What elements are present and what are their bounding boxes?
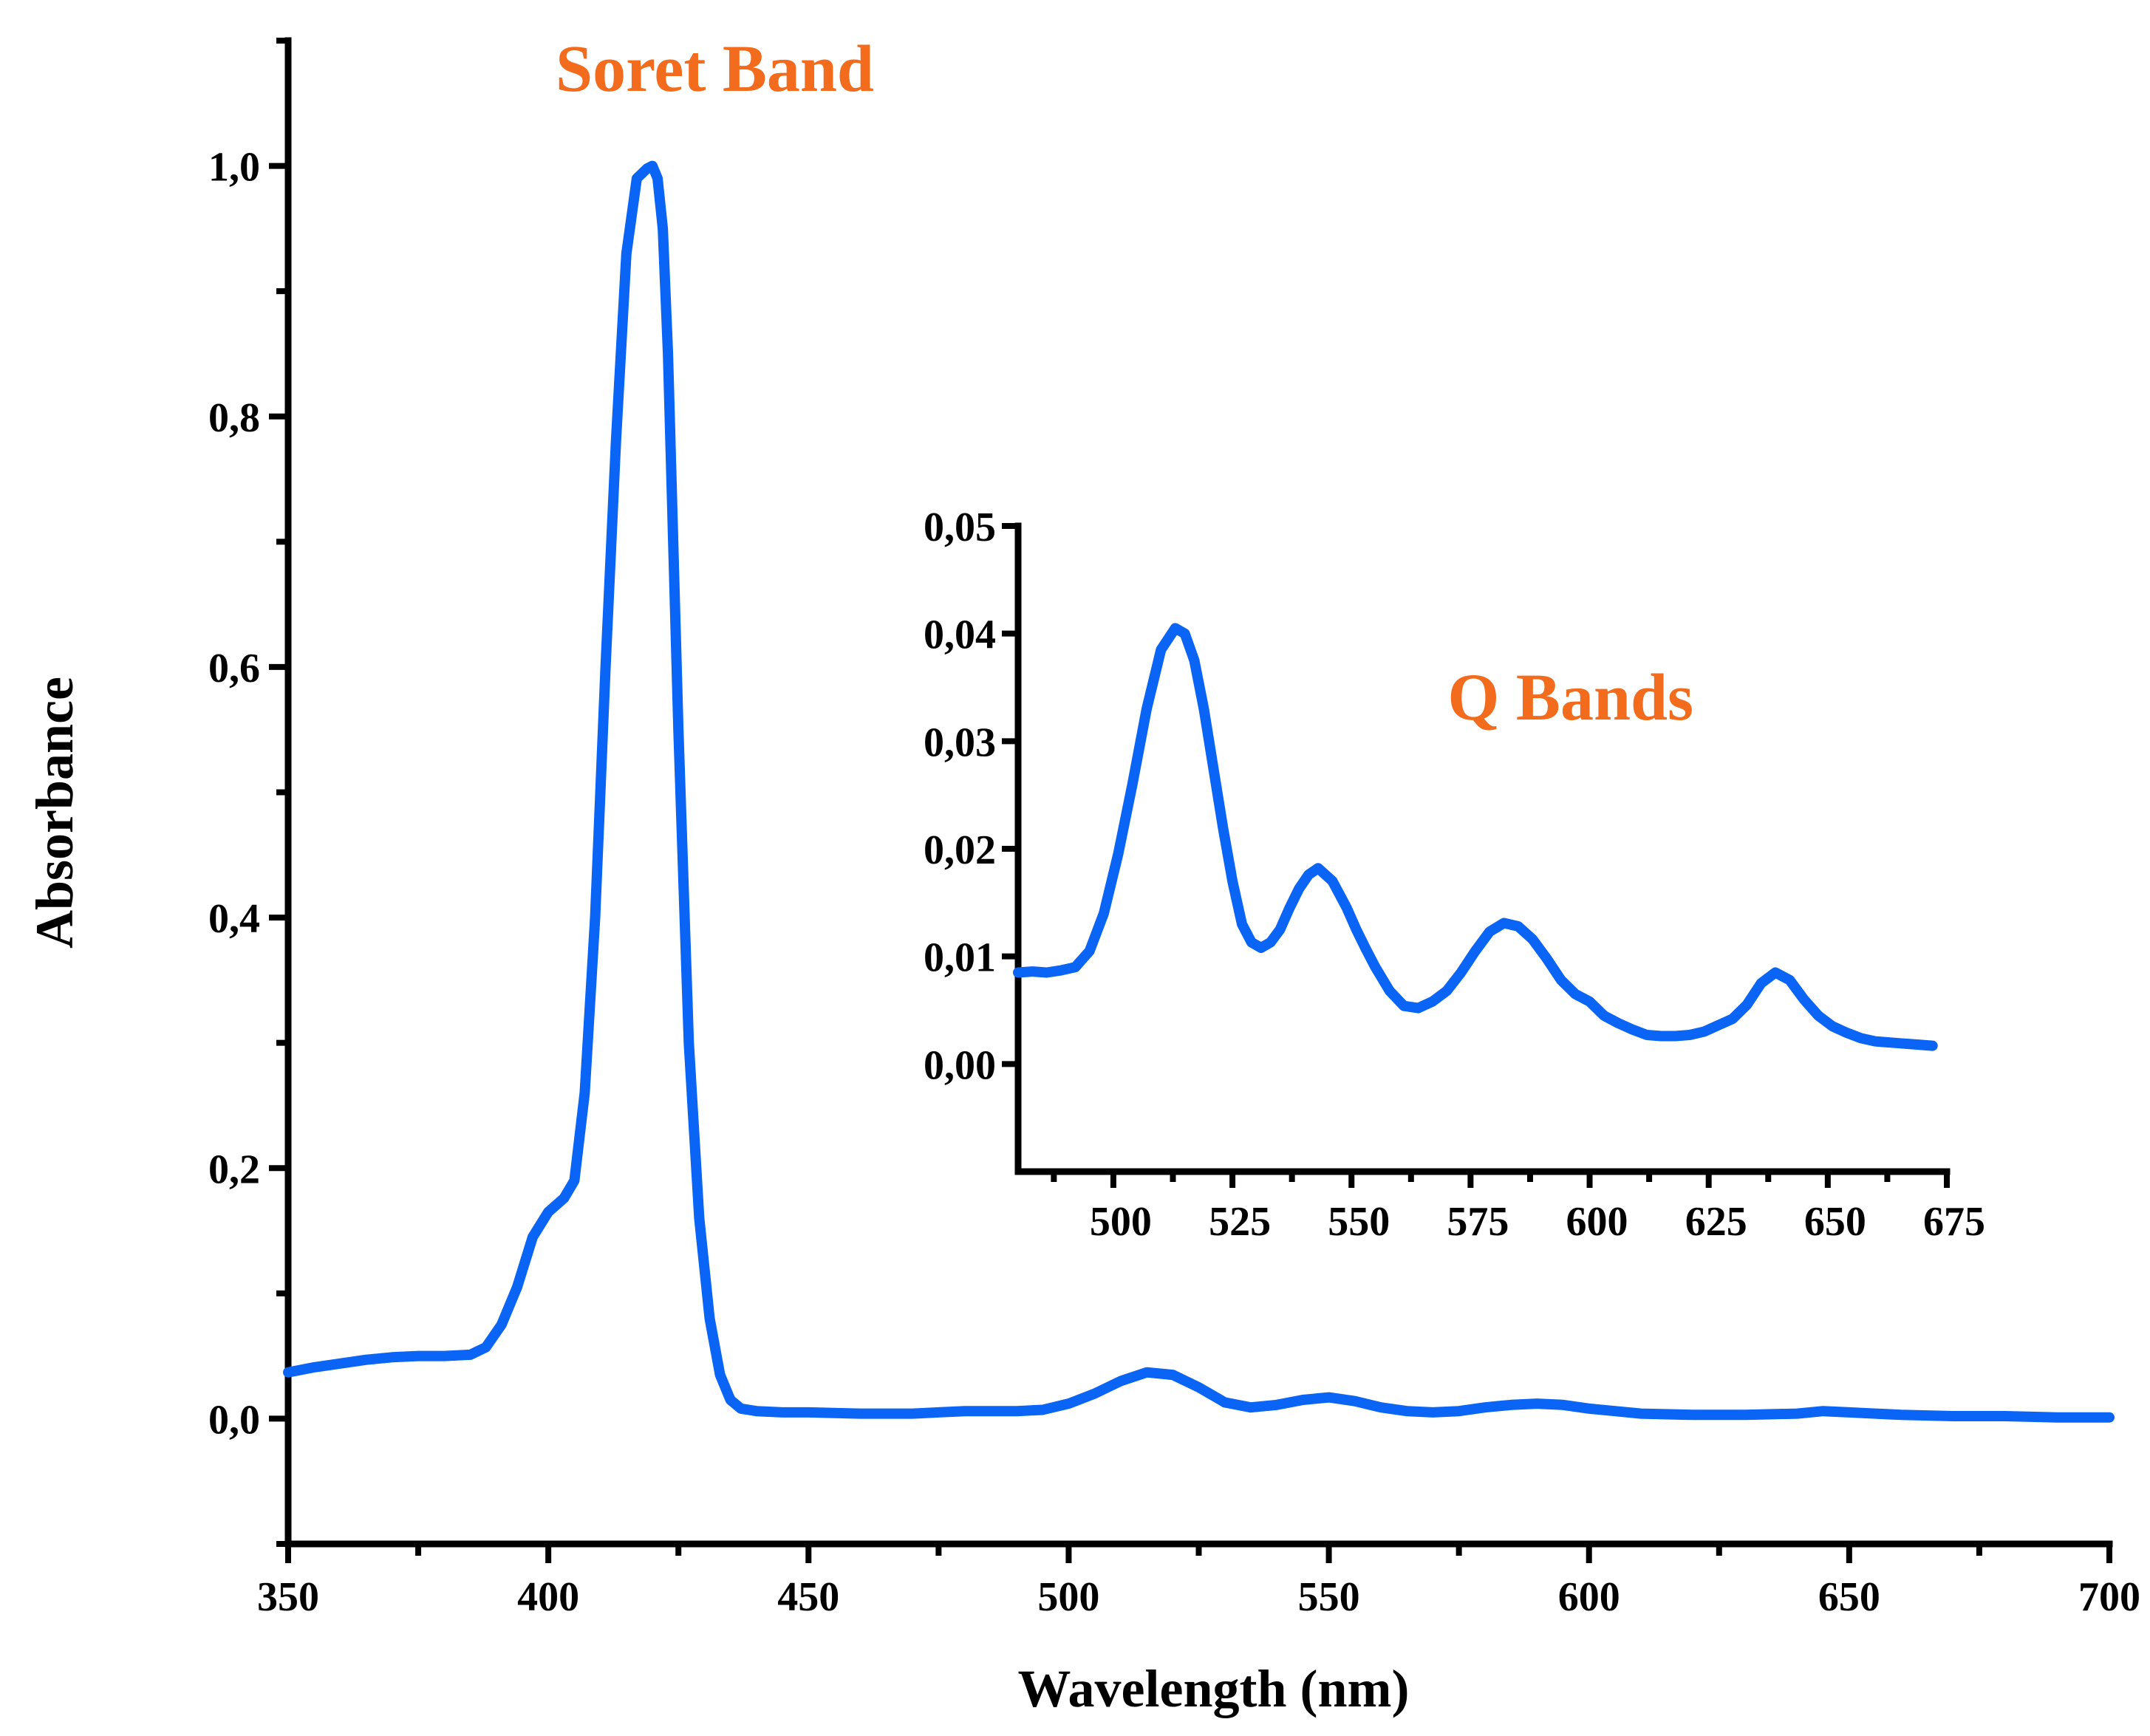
x-tick-label: 350 (257, 1574, 319, 1620)
axis-frame (284, 37, 2113, 1548)
y-tick-label: 0,6 (208, 646, 260, 691)
x-tick-label: 700 (2078, 1574, 2140, 1620)
y-tick-label: 1,0 (208, 145, 260, 191)
y-axis-title: Absorbance (25, 677, 84, 949)
y-tick-label: 0,00 (924, 1042, 996, 1088)
y-tick-label: 0,05 (924, 505, 996, 550)
x-tick-label: 600 (1566, 1199, 1628, 1245)
x-tick-label: 600 (1558, 1574, 1620, 1620)
x-tick-label: 550 (1328, 1199, 1390, 1245)
inset-plot: 500 525 550 575 600 625 650 675 0,00 0,01 0,02 0,03… (924, 505, 1985, 1245)
y-tick-label: 0,0 (208, 1397, 260, 1443)
x-tick-label: 650 (1818, 1574, 1880, 1620)
x-tick-label: 550 (1298, 1574, 1360, 1620)
y-tick-label: 0,4 (208, 896, 260, 942)
y-tick-label: 0,2 (208, 1146, 260, 1192)
x-tick-label: 675 (1923, 1199, 1985, 1245)
x-tick-label: 575 (1447, 1199, 1509, 1245)
x-tick-label: 500 (1037, 1574, 1099, 1620)
x-tick-label: 400 (517, 1574, 579, 1620)
q-bands-annotation: Q Bands (1447, 661, 1693, 734)
spectrum-line (283, 160, 2115, 1423)
soret-band-annotation: Soret Band (556, 33, 874, 106)
y-tick-label: 0,04 (924, 612, 996, 658)
x-tick-label: 450 (777, 1574, 839, 1620)
x-tick-label: 650 (1804, 1199, 1866, 1245)
y-tick-label: 0,8 (208, 395, 260, 441)
y-tick-label: 0,02 (924, 827, 996, 873)
x-tick-label: 525 (1209, 1199, 1271, 1245)
x-tick-label: 500 (1090, 1199, 1152, 1245)
x-tick-label: 625 (1685, 1199, 1747, 1245)
x-axis-title: Wavelength (nm) (1018, 1659, 1410, 1718)
y-tick-label: 0,01 (924, 935, 996, 981)
spectrum-line (1013, 623, 1938, 1051)
y-tick-label: 0,03 (924, 720, 996, 765)
main-plot: 350 400 450 500 550 600 650 700 0,0 0,2 0,4 0,6 0,8 1… (208, 37, 2140, 1620)
axis-frame (1014, 522, 1951, 1175)
